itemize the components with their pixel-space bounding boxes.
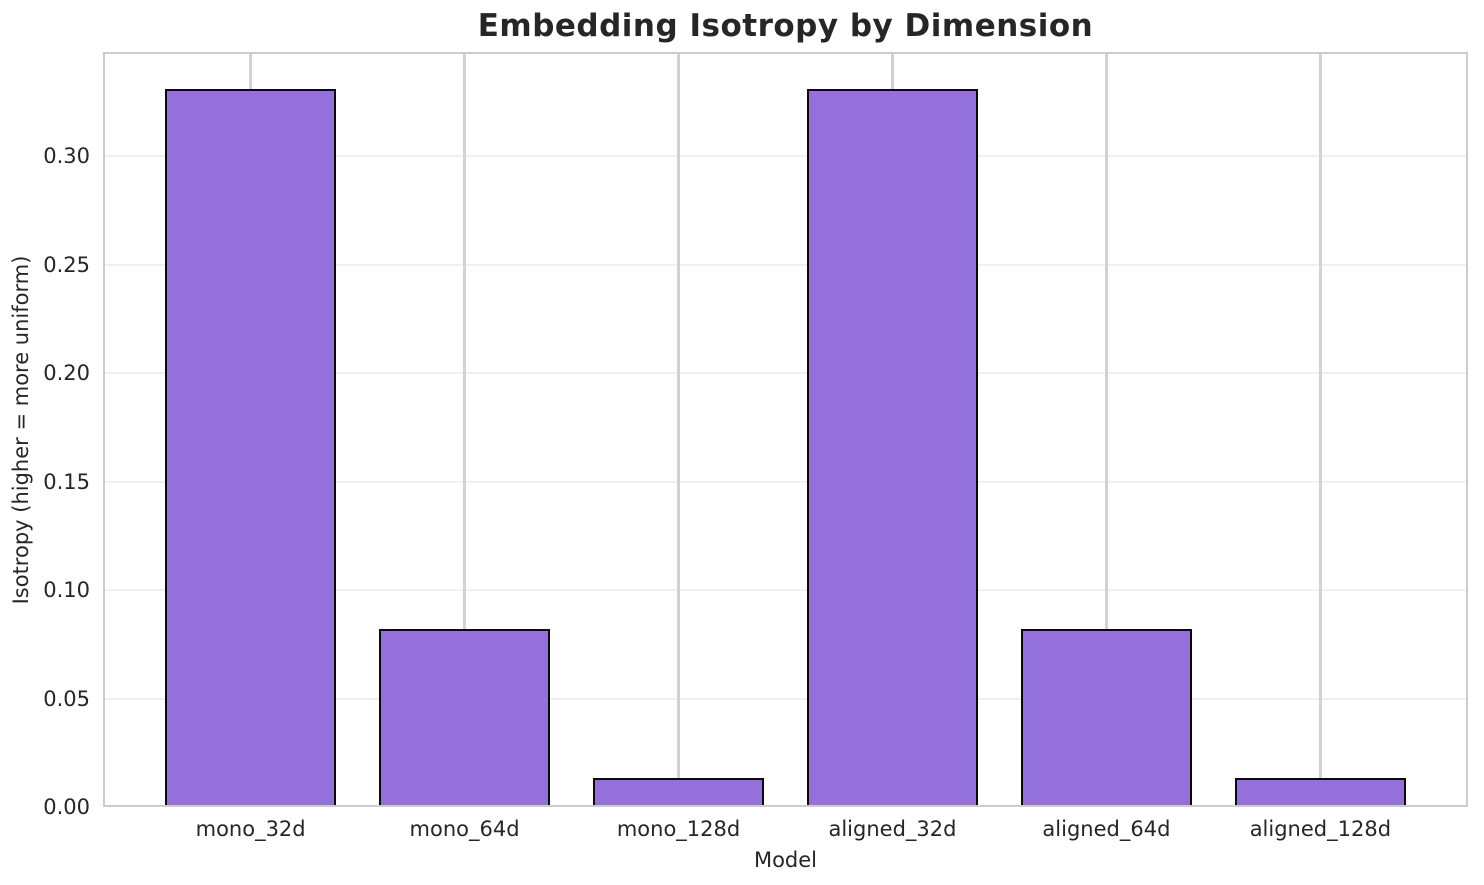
gridline-horizontal (103, 697, 1468, 700)
plot-area (103, 52, 1468, 807)
gridline-vertical (1105, 52, 1108, 807)
y-tick-label: 0.10 (43, 578, 90, 603)
x-tick-label-mono_128d: mono_128d (616, 817, 741, 841)
y-tick-label: 0.20 (43, 361, 90, 386)
bar-aligned_32d (806, 88, 979, 807)
y-tick-label: 0.30 (43, 144, 90, 169)
bar-aligned_128d (1234, 778, 1406, 807)
y-tick-label: 0.00 (43, 795, 90, 819)
x-axis-label: Model (753, 848, 818, 872)
x-tick-label-aligned_32d: aligned_32d (828, 817, 957, 841)
gridline-horizontal (103, 372, 1468, 375)
y-tick-label: 0.25 (43, 252, 90, 277)
y-axis-label: Isotropy (higher = more uniform) (9, 255, 33, 605)
bar-mono_32d (165, 88, 337, 807)
x-tick-label-aligned_128d: aligned_128d (1249, 817, 1392, 841)
x-tick-label-mono_64d: mono_64d (409, 817, 520, 841)
gridline-vertical (463, 52, 466, 807)
gridline-horizontal (103, 155, 1468, 158)
gridline-vertical (1319, 52, 1322, 807)
y-tick-label: 0.05 (43, 686, 90, 711)
gridline-horizontal (103, 263, 1468, 266)
bar-mono_64d (378, 628, 551, 807)
gridline-horizontal (103, 480, 1468, 483)
x-tick-label-aligned_64d: aligned_64d (1042, 817, 1171, 841)
bar-aligned_64d (1020, 628, 1192, 807)
chart-title: Embedding Isotropy by Dimension (477, 8, 1094, 44)
bar-mono_128d (592, 778, 765, 807)
gridline-horizontal (103, 589, 1468, 592)
y-tick-label: 0.15 (43, 469, 90, 494)
gridline-vertical (677, 52, 680, 807)
x-tick-label-mono_32d: mono_32d (195, 817, 306, 841)
